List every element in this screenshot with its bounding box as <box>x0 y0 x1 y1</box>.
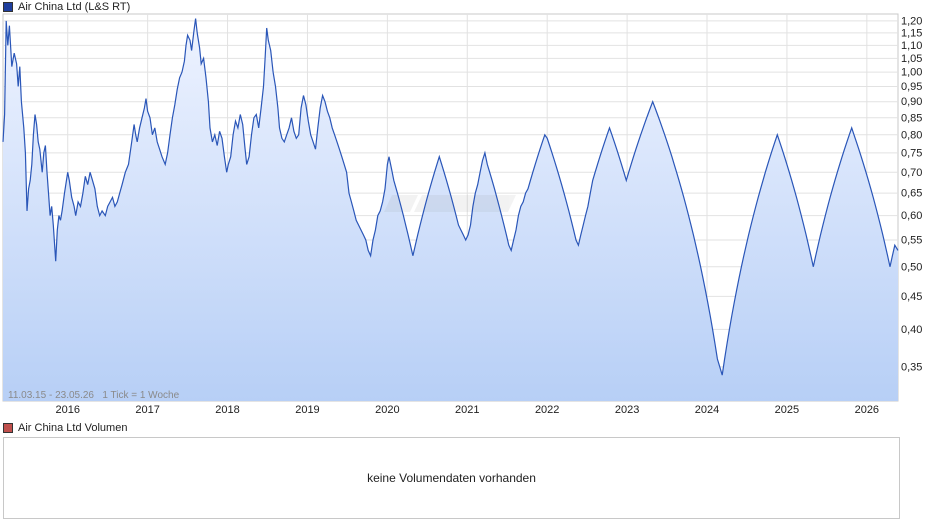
y-tick-label: 0,65 <box>901 188 922 200</box>
y-tick-label: 0,85 <box>901 112 922 124</box>
x-tick-label: 2026 <box>855 404 879 416</box>
y-tick-label: 0,55 <box>901 235 922 247</box>
price-legend: Air China Ltd (L&S RT) <box>3 0 130 14</box>
x-tick-label: 2018 <box>215 404 239 416</box>
y-tick-label: 1,00 <box>901 67 922 79</box>
price-legend-label: Air China Ltd (L&S RT) <box>18 1 131 13</box>
price-area-fill <box>3 18 898 401</box>
y-tick-label: 1,10 <box>901 40 922 52</box>
volume-panel: keine Volumendaten vorhanden <box>3 437 900 519</box>
x-tick-label: 2020 <box>375 404 399 416</box>
price-chart: 1,201,151,101,05 1,00 0,95 0,90 0,85 0,80 0,75… <box>2 13 922 416</box>
x-tick-label: 2023 <box>615 404 639 416</box>
y-tick-label: 1,15 <box>901 27 922 39</box>
volume-empty-message: keine Volumendaten vorhanden <box>367 471 536 485</box>
y-tick-label: 0,40 <box>901 324 922 336</box>
y-tick-label: 1,05 <box>901 53 922 65</box>
y-tick-label: 1,20 <box>901 15 922 27</box>
watermark-logo <box>384 195 516 212</box>
volume-legend-label: Air China Ltd Volumen <box>18 422 128 434</box>
range-info: 11.03.15 - 23.05.26 1 Tick = 1 Woche <box>8 390 180 401</box>
y-tick-label: 0,95 <box>901 81 922 93</box>
volume-legend: Air China Ltd Volumen <box>3 421 127 435</box>
y-tick-label: 0,80 <box>901 129 922 141</box>
x-tick-label: 2019 <box>295 404 319 416</box>
x-tick-label: 2016 <box>55 404 79 416</box>
x-tick-label: 2024 <box>695 404 719 416</box>
price-line <box>2 18 899 376</box>
x-tick-label: 2021 <box>455 404 479 416</box>
x-tick-label: 2022 <box>535 404 559 416</box>
y-tick-label: 0,75 <box>901 147 922 159</box>
x-tick-label: 2017 <box>135 404 159 416</box>
y-tick-label: 0,90 <box>901 96 922 108</box>
y-tick-label: 0,35 <box>901 361 922 373</box>
y-tick-label: 0,45 <box>901 291 922 303</box>
x-tick-label: 2025 <box>775 404 799 416</box>
volume-legend-swatch <box>3 423 13 433</box>
price-legend-swatch <box>3 2 13 12</box>
y-tick-label: 0,60 <box>901 210 922 222</box>
y-tick-label: 0,70 <box>901 167 922 179</box>
y-tick-label: 0,50 <box>901 261 922 273</box>
